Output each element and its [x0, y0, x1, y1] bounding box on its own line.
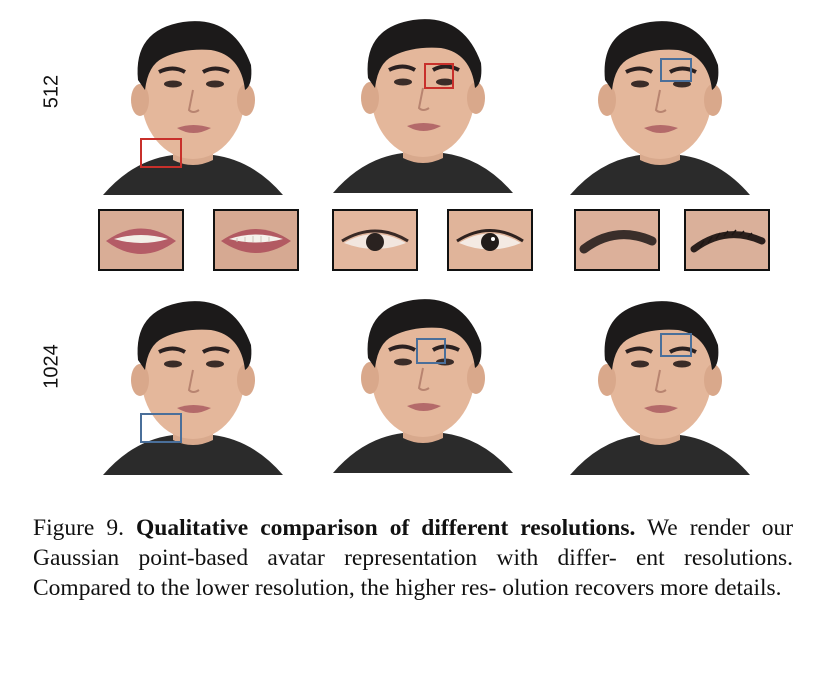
- zoom-box-mouth-1024: [140, 413, 182, 443]
- figure-caption: Figure 9. Qualitative comparison of diff…: [33, 513, 793, 603]
- row-label-1024: 1024: [40, 344, 63, 389]
- crop-mouth-1024: [213, 209, 299, 271]
- crop-eye-512: [332, 209, 418, 271]
- portrait-512-1: [95, 10, 295, 195]
- row-label-512: 512: [40, 74, 63, 109]
- caption-line-1: We: [646, 515, 678, 541]
- crop-eye-1024: [447, 209, 533, 271]
- caption-number: Figure 9.: [33, 515, 124, 541]
- caption-line-2: render our Gaussian point-based avatar r…: [33, 515, 794, 571]
- portrait-512-2: [325, 10, 525, 195]
- crop-eyebrow-512: [574, 209, 660, 271]
- portrait-1024-1: [95, 290, 295, 475]
- zoom-box-eye-1024: [416, 338, 446, 364]
- crop-mouth-512: [98, 209, 184, 271]
- zoom-box-eyebrow-1024: [660, 333, 692, 357]
- zoom-box-eye-512: [424, 63, 454, 89]
- caption-line-4: olution recovers more details.: [502, 575, 782, 601]
- portrait-512-3: [565, 10, 765, 195]
- zoom-box-mouth-512: [140, 138, 182, 168]
- caption-line-3: ent resolutions. Compared to the lower r…: [33, 545, 793, 601]
- zoom-box-eyebrow-512: [660, 58, 692, 82]
- portrait-1024-3: [565, 290, 765, 475]
- portrait-1024-2: [325, 290, 525, 475]
- crop-eyebrow-1024: [684, 209, 770, 271]
- caption-title: Qualitative comparison of different reso…: [135, 515, 636, 541]
